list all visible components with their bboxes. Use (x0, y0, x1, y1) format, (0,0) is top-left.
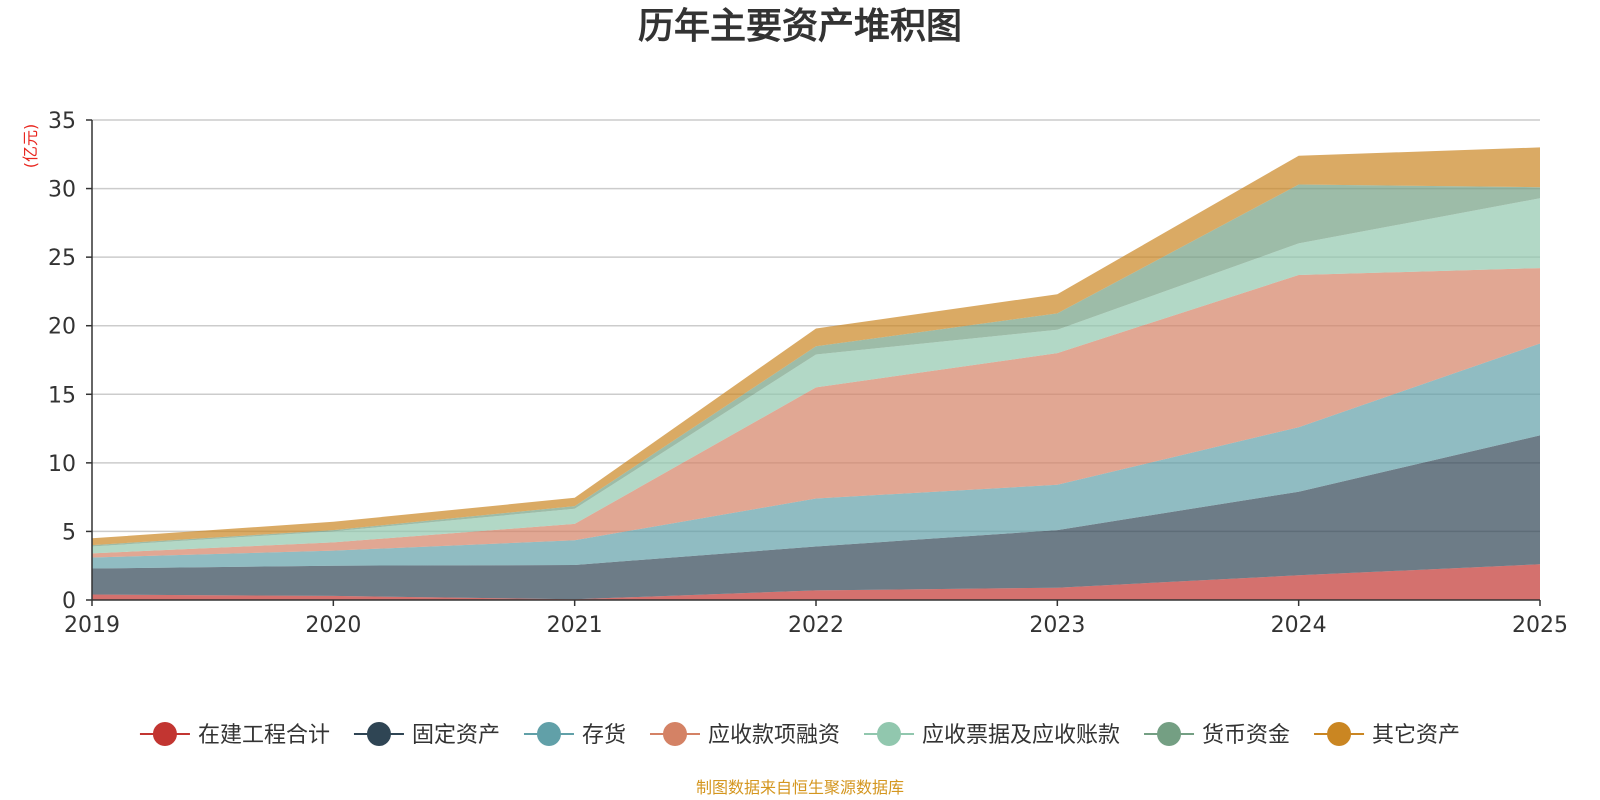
legend-item-0[interactable]: 在建工程合计 (139, 722, 330, 748)
x-tick-label: 2019 (64, 613, 120, 638)
area-series-1[interactable] (92, 435, 1540, 600)
y-tick-label: 35 (48, 109, 76, 134)
x-tick-label: 2023 (1029, 613, 1085, 638)
legend-label: 在建工程合计 (198, 723, 330, 748)
legend-circle-marker (662, 722, 687, 746)
area-series-2[interactable] (92, 343, 1540, 569)
y-tick-label: 25 (48, 246, 76, 271)
data-source-note: 制图数据来自恒生聚源数据库 (696, 778, 904, 797)
legend-circle-marker (366, 722, 391, 746)
x-tick-label: 2021 (547, 613, 603, 638)
y-tick-label: 30 (48, 178, 76, 203)
legend-label: 应收票据及应收账款 (922, 723, 1120, 748)
chart-title: 历年主要资产堆积图 (638, 6, 962, 47)
legend-circle-marker (152, 722, 177, 746)
y-tick-label: 5 (62, 520, 76, 545)
y-axis-unit: (亿元) (21, 124, 40, 169)
legend[interactable]: 在建工程合计 固定资产 存货 应收款项融资 应收票据及应收账款 货币资金 其它资产 (139, 722, 1460, 748)
legend-circle-marker (877, 722, 902, 746)
area-series-0[interactable] (92, 564, 1540, 600)
legend-circle-marker (1157, 722, 1182, 746)
x-tick-label: 2024 (1271, 613, 1327, 638)
y-tick-label: 15 (48, 383, 76, 408)
x-tick-label: 2020 (305, 613, 361, 638)
legend-label: 货币资金 (1202, 723, 1290, 748)
area-series-3[interactable] (92, 268, 1540, 558)
x-tick-label: 2025 (1512, 613, 1568, 638)
area-series-5[interactable] (92, 184, 1540, 547)
x-tick-label: 2022 (788, 613, 844, 638)
legend-label: 其它资产 (1372, 723, 1460, 748)
legend-item-6[interactable]: 其它资产 (1314, 722, 1460, 748)
legend-item-1[interactable]: 固定资产 (353, 722, 500, 748)
y-tick-label: 0 (62, 589, 76, 614)
legend-item-5[interactable]: 货币资金 (1144, 722, 1290, 748)
legend-label: 固定资产 (412, 723, 500, 748)
series-areas (92, 147, 1540, 600)
y-tick-label: 10 (48, 452, 76, 477)
area-series-4[interactable] (92, 198, 1540, 554)
legend-circle-marker (1327, 722, 1352, 746)
area-series-6[interactable] (92, 147, 1540, 546)
legend-circle-marker (536, 722, 561, 746)
legend-item-3[interactable]: 应收款项融资 (649, 722, 840, 748)
legend-label: 存货 (582, 723, 626, 748)
legend-item-2[interactable]: 存货 (523, 722, 626, 748)
legend-item-4[interactable]: 应收票据及应收账款 (864, 722, 1120, 748)
legend-label: 应收款项融资 (708, 723, 840, 748)
y-tick-label: 20 (48, 315, 76, 340)
